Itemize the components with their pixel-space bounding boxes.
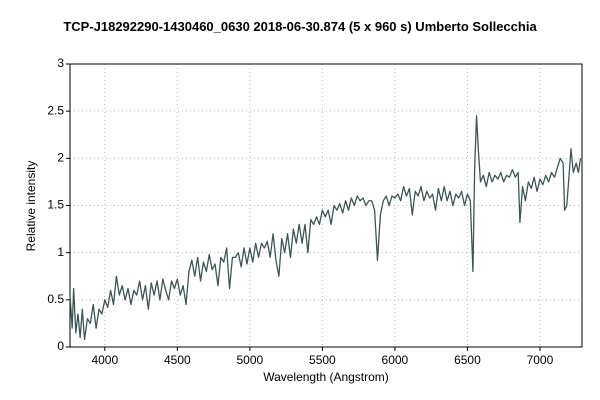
y-tick-label: 2.5 [47, 103, 64, 117]
y-tick-label: 1.5 [47, 198, 64, 212]
plot-frame [69, 63, 583, 348]
y-axis-label: Relative intensity [24, 161, 38, 252]
y-tick-label: 0.5 [47, 292, 64, 306]
spectrum-line [69, 115, 582, 341]
chart-title: TCP-J18292290-1430460_0630 2018-06-30.87… [63, 19, 537, 34]
y-tick-label: 2 [57, 151, 64, 165]
x-tick-label: 6000 [382, 353, 409, 367]
x-tick-label: 5000 [237, 353, 264, 367]
x-tick-label: 7000 [527, 353, 554, 367]
x-tick-label: 4500 [164, 353, 191, 367]
x-tick-label: 5500 [309, 353, 336, 367]
y-tick-label: 0 [57, 339, 64, 353]
x-axis-label: Wavelength (Angstrom) [263, 370, 389, 384]
y-tick-label: 3 [57, 56, 64, 70]
x-tick-label: 6500 [454, 353, 481, 367]
y-tick-label: 1 [57, 245, 64, 259]
x-tick-label: 4000 [91, 353, 118, 367]
